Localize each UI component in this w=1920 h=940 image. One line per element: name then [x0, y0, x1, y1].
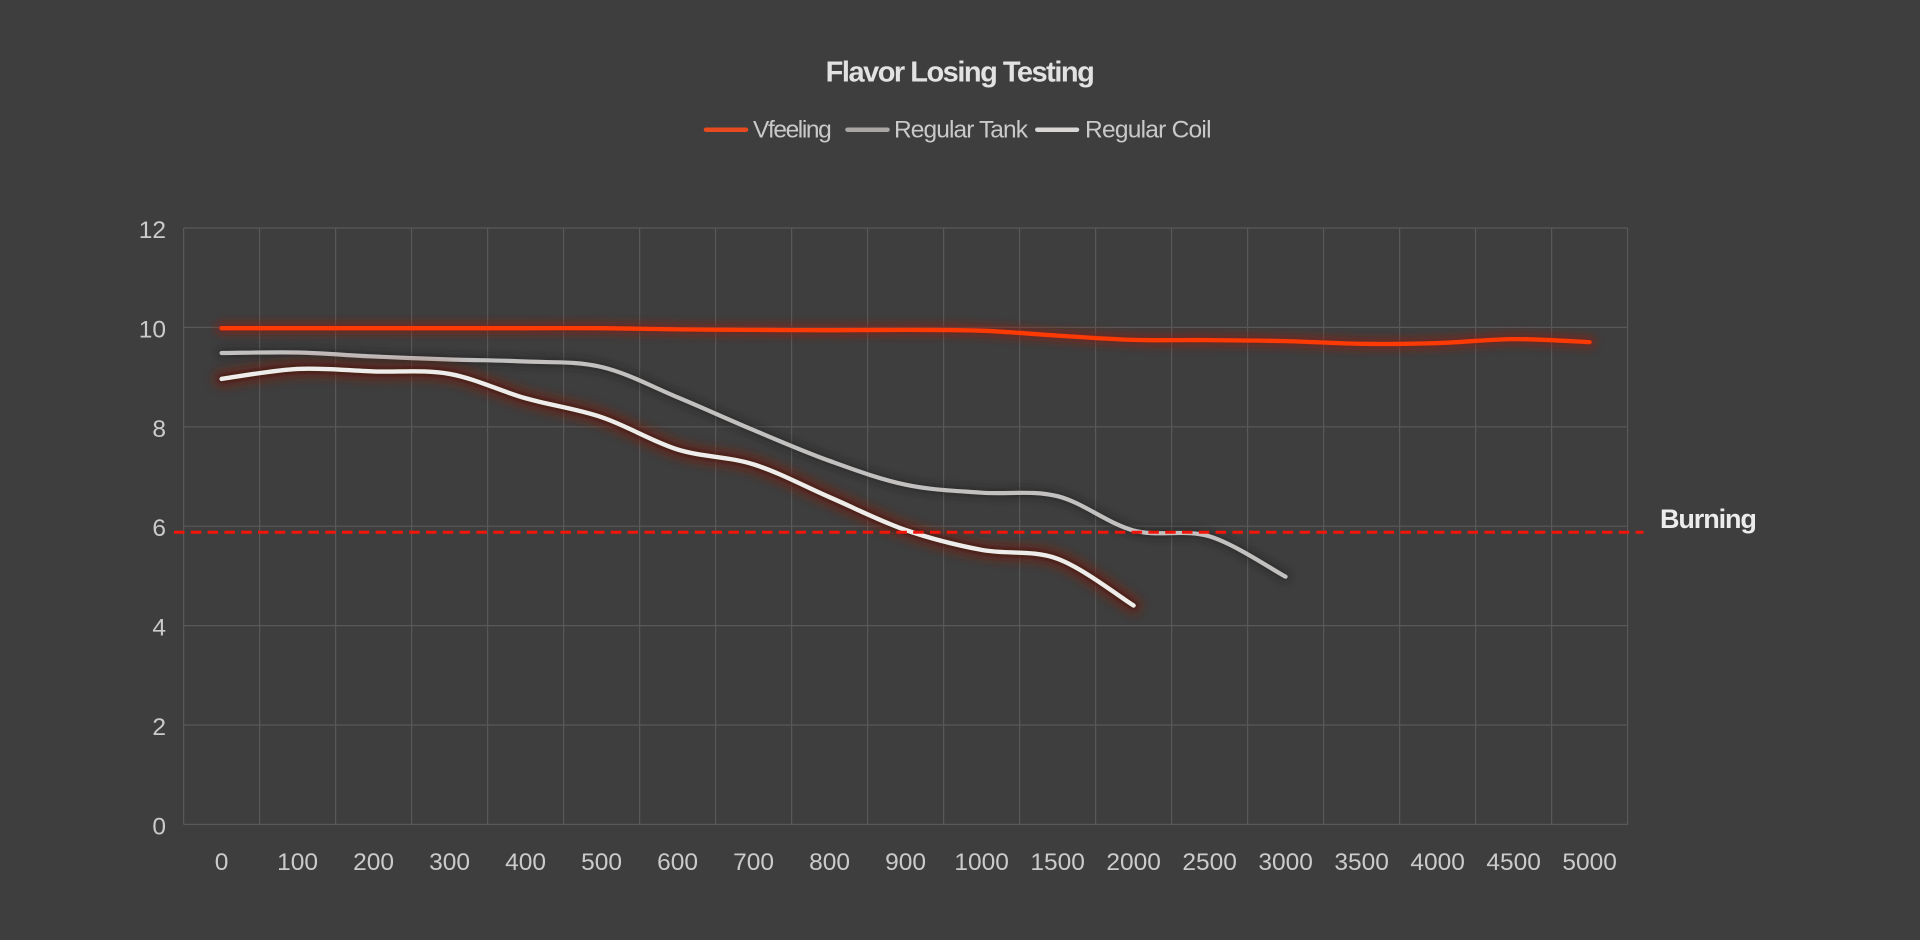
svg-text:6: 6 [152, 515, 166, 542]
svg-text:400: 400 [505, 849, 546, 876]
svg-text:0: 0 [215, 849, 229, 876]
svg-text:5000: 5000 [1562, 849, 1617, 876]
svg-text:0: 0 [152, 813, 166, 840]
svg-text:4000: 4000 [1410, 849, 1465, 876]
svg-text:2500: 2500 [1182, 849, 1237, 876]
svg-text:700: 700 [733, 849, 774, 876]
svg-text:2000: 2000 [1106, 849, 1161, 876]
svg-text:1000: 1000 [954, 849, 1009, 876]
svg-text:600: 600 [657, 849, 698, 876]
svg-text:Regular Tank: Regular Tank [894, 117, 1029, 144]
svg-text:4: 4 [152, 615, 166, 642]
svg-text:Burning: Burning [1660, 504, 1756, 534]
svg-text:300: 300 [429, 849, 470, 876]
svg-text:12: 12 [139, 217, 166, 244]
svg-text:Regular Coil: Regular Coil [1085, 117, 1211, 144]
svg-text:Vfeeling: Vfeeling [753, 117, 831, 144]
svg-text:8: 8 [152, 416, 166, 443]
svg-text:3000: 3000 [1258, 849, 1313, 876]
svg-text:1500: 1500 [1030, 849, 1085, 876]
svg-text:3500: 3500 [1334, 849, 1389, 876]
svg-text:800: 800 [809, 849, 850, 876]
svg-text:900: 900 [885, 849, 926, 876]
svg-text:200: 200 [353, 849, 394, 876]
svg-text:100: 100 [277, 849, 318, 876]
svg-text:4500: 4500 [1486, 849, 1541, 876]
svg-text:Flavor Losing Testing: Flavor Losing Testing [826, 57, 1094, 89]
svg-text:2: 2 [152, 714, 166, 741]
svg-text:500: 500 [581, 849, 622, 876]
svg-text:10: 10 [139, 316, 166, 343]
